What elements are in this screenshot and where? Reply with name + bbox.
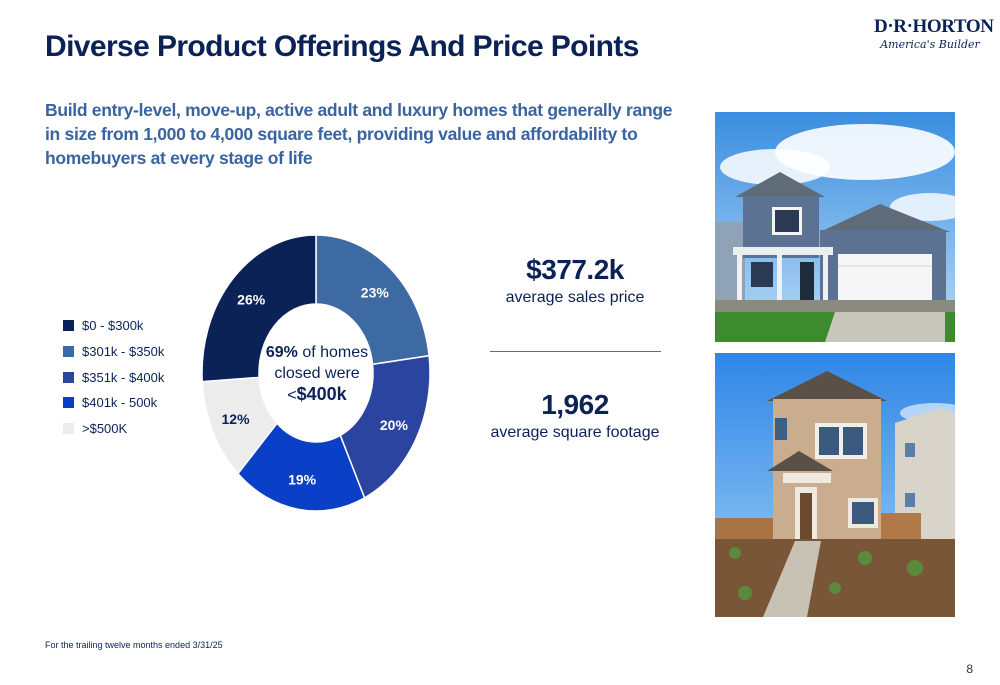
page-subtitle: Build entry-level, move-up, active adult… <box>45 100 673 168</box>
donut-data-label: 19% <box>288 471 317 487</box>
legend-swatch <box>63 320 74 332</box>
footnote: For the trailing twelve months ended 3/3… <box>45 640 223 650</box>
center-line-3: <$400k <box>255 384 379 406</box>
center-line-2: closed were <box>274 365 360 382</box>
page-title: Diverse Product Offerings And Price Poin… <box>45 30 639 63</box>
stat-label: average square footage <box>490 424 660 441</box>
page-number: 8 <box>966 662 973 676</box>
legend-item: >$500K <box>63 416 164 442</box>
stat-label: average sales price <box>505 289 645 306</box>
chart-legend: $0 - $300k $301k - $350k $351k - $400k $… <box>63 313 164 441</box>
logo-wordmark: D·R·HORTON <box>874 16 994 37</box>
donut-slice <box>339 354 431 499</box>
legend-label: $301k - $350k <box>82 344 165 360</box>
stats-divider <box>490 351 661 352</box>
donut-slice <box>236 422 366 512</box>
donut-center-text: 69% of homes closed were <$400k <box>255 342 379 406</box>
stat-value: 1,962 <box>541 389 609 420</box>
legend-label: $401k - 500k <box>82 395 158 411</box>
legend-item: $0 - $300k <box>63 313 164 339</box>
stat-value: $377.2k <box>526 254 624 285</box>
legend-swatch <box>63 397 74 409</box>
price-donut-chart: 23% 20% 19% 12% 26% <box>201 234 431 512</box>
legend-swatch <box>63 346 74 358</box>
donut-slice <box>201 234 317 383</box>
legend-swatch <box>63 423 74 435</box>
center-pct: 69% <box>265 344 298 361</box>
donut-data-label: 23% <box>361 284 390 300</box>
donut-data-label: 20% <box>380 417 409 433</box>
dr-horton-logo: D·R·HORTON America's Builder <box>874 16 994 51</box>
stat-average-square-footage: 1,962 average square footage <box>480 388 670 444</box>
donut-data-label: 26% <box>237 291 266 307</box>
legend-label: $0 - $300k <box>82 318 144 334</box>
house-photo-2 <box>715 353 955 617</box>
donut-slice <box>315 234 430 366</box>
house-photo-1 <box>715 112 955 342</box>
center-value: $400k <box>296 384 347 404</box>
legend-swatch <box>63 371 74 383</box>
legend-item: $301k - $350k <box>63 339 164 365</box>
stat-average-sales-price: $377.2k average sales price <box>480 253 670 309</box>
legend-label: >$500K <box>82 421 128 437</box>
legend-label: $351k - $400k <box>82 369 165 385</box>
legend-item: $351k - $400k <box>63 364 164 390</box>
donut-data-label: 12% <box>222 411 251 427</box>
center-line-1: 69% of homes <box>255 342 379 363</box>
legend-item: $401k - 500k <box>63 390 164 416</box>
logo-tagline: America's Builder <box>880 38 980 51</box>
center-line1-rest: of homes <box>297 344 369 361</box>
center-prefix: < <box>287 387 297 404</box>
